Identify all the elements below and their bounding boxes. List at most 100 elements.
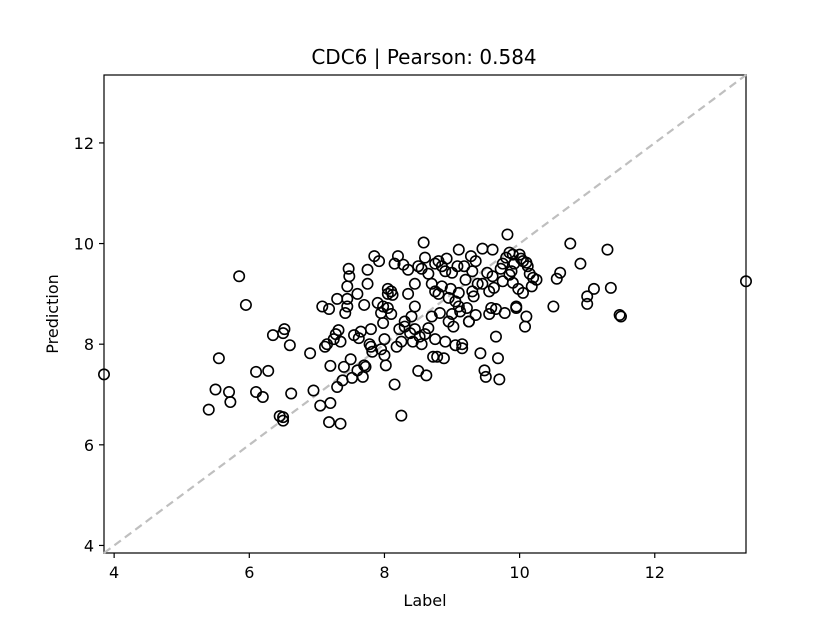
- data-point: [402, 287, 415, 300]
- data-point: [412, 260, 425, 273]
- data-point: [358, 298, 371, 311]
- data-point: [391, 250, 404, 263]
- data-point: [323, 302, 336, 315]
- data-point: [339, 306, 352, 319]
- data-point: [277, 411, 290, 424]
- data-point: [439, 265, 452, 278]
- data-point: [209, 383, 222, 396]
- data-point: [361, 277, 374, 290]
- data-point: [446, 307, 459, 320]
- data-point: [359, 360, 372, 373]
- data-point: [581, 297, 594, 310]
- data-point: [324, 397, 337, 410]
- points-layer: [98, 228, 752, 430]
- data-point: [516, 255, 529, 268]
- data-point: [587, 282, 600, 295]
- data-point: [466, 285, 479, 298]
- data-point: [519, 320, 532, 333]
- data-point: [442, 291, 455, 304]
- data-point: [378, 333, 391, 346]
- data-point: [456, 342, 469, 355]
- y-axis: 4 6 8 10 12: [74, 134, 104, 555]
- data-point: [452, 300, 465, 313]
- data-point: [601, 243, 614, 256]
- data-point: [422, 267, 435, 280]
- data-point: [442, 315, 455, 328]
- data-point: [474, 347, 487, 360]
- data-point: [373, 255, 386, 268]
- data-point: [489, 302, 502, 315]
- data-point: [417, 236, 430, 249]
- data-point: [452, 243, 465, 256]
- data-point: [530, 273, 543, 286]
- data-point: [334, 335, 347, 348]
- data-point: [318, 340, 331, 353]
- data-point: [239, 298, 252, 311]
- data-point: [446, 266, 459, 279]
- data-point: [341, 292, 354, 305]
- data-point: [456, 338, 469, 351]
- data-point: [386, 288, 399, 301]
- data-point: [503, 268, 516, 281]
- data-point: [415, 338, 428, 351]
- data-point: [224, 396, 237, 409]
- data-point: [343, 270, 356, 283]
- data-point: [331, 380, 344, 393]
- data-point: [332, 324, 345, 337]
- data-point: [378, 349, 391, 362]
- data-point: [344, 353, 357, 366]
- data-point: [341, 300, 354, 313]
- data-point: [516, 286, 529, 299]
- data-point: [351, 287, 364, 300]
- y-tick-label: 6: [84, 436, 94, 455]
- data-point: [604, 281, 617, 294]
- y-tick-label: 12: [74, 134, 94, 153]
- data-point: [437, 352, 450, 365]
- data-point: [375, 343, 388, 356]
- data-point: [510, 301, 523, 314]
- data-point: [323, 416, 336, 429]
- data-point: [331, 292, 344, 305]
- data-point: [454, 305, 467, 318]
- data-point: [346, 371, 359, 384]
- data-point: [364, 323, 377, 336]
- data-point: [487, 281, 500, 294]
- data-point: [202, 403, 215, 416]
- data-point: [520, 310, 533, 323]
- data-point: [385, 307, 398, 320]
- data-point: [408, 323, 421, 336]
- data-point: [486, 243, 499, 256]
- data-point: [277, 414, 290, 427]
- data-point: [388, 378, 401, 391]
- data-point: [358, 359, 371, 372]
- data-point: [256, 391, 269, 404]
- data-point: [491, 352, 504, 365]
- y-tick-label: 8: [84, 335, 94, 354]
- data-point: [366, 345, 379, 358]
- data-point: [493, 373, 506, 386]
- data-point: [285, 387, 298, 400]
- data-point: [451, 260, 464, 273]
- data-point: [212, 352, 225, 365]
- data-point: [476, 242, 489, 255]
- data-point: [478, 364, 491, 377]
- data-point: [433, 306, 446, 319]
- data-point: [506, 248, 519, 261]
- data-point: [316, 300, 329, 313]
- data-point: [377, 317, 390, 330]
- data-point: [469, 309, 482, 322]
- data-point: [262, 364, 275, 377]
- data-point: [466, 265, 479, 278]
- x-tick-label: 4: [109, 563, 119, 582]
- data-point: [405, 310, 418, 323]
- data-point: [304, 347, 317, 360]
- data-point: [337, 360, 350, 373]
- data-point: [420, 369, 433, 382]
- data-point: [283, 339, 296, 352]
- data-point: [307, 384, 320, 397]
- y-axis-label: Prediction: [43, 274, 62, 353]
- data-point: [361, 263, 374, 276]
- data-point: [356, 370, 369, 383]
- data-point: [459, 273, 472, 286]
